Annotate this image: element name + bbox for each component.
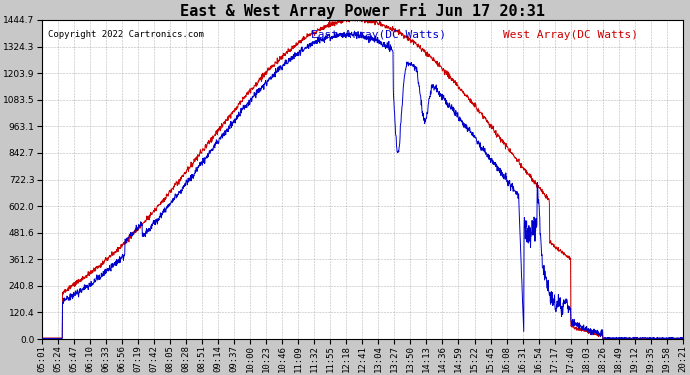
Text: West Array(DC Watts): West Array(DC Watts): [503, 30, 638, 39]
Text: East Array(DC Watts): East Array(DC Watts): [311, 30, 446, 39]
Title: East & West Array Power Fri Jun 17 20:31: East & West Array Power Fri Jun 17 20:31: [180, 3, 545, 19]
Text: Copyright 2022 Cartronics.com: Copyright 2022 Cartronics.com: [48, 30, 204, 39]
